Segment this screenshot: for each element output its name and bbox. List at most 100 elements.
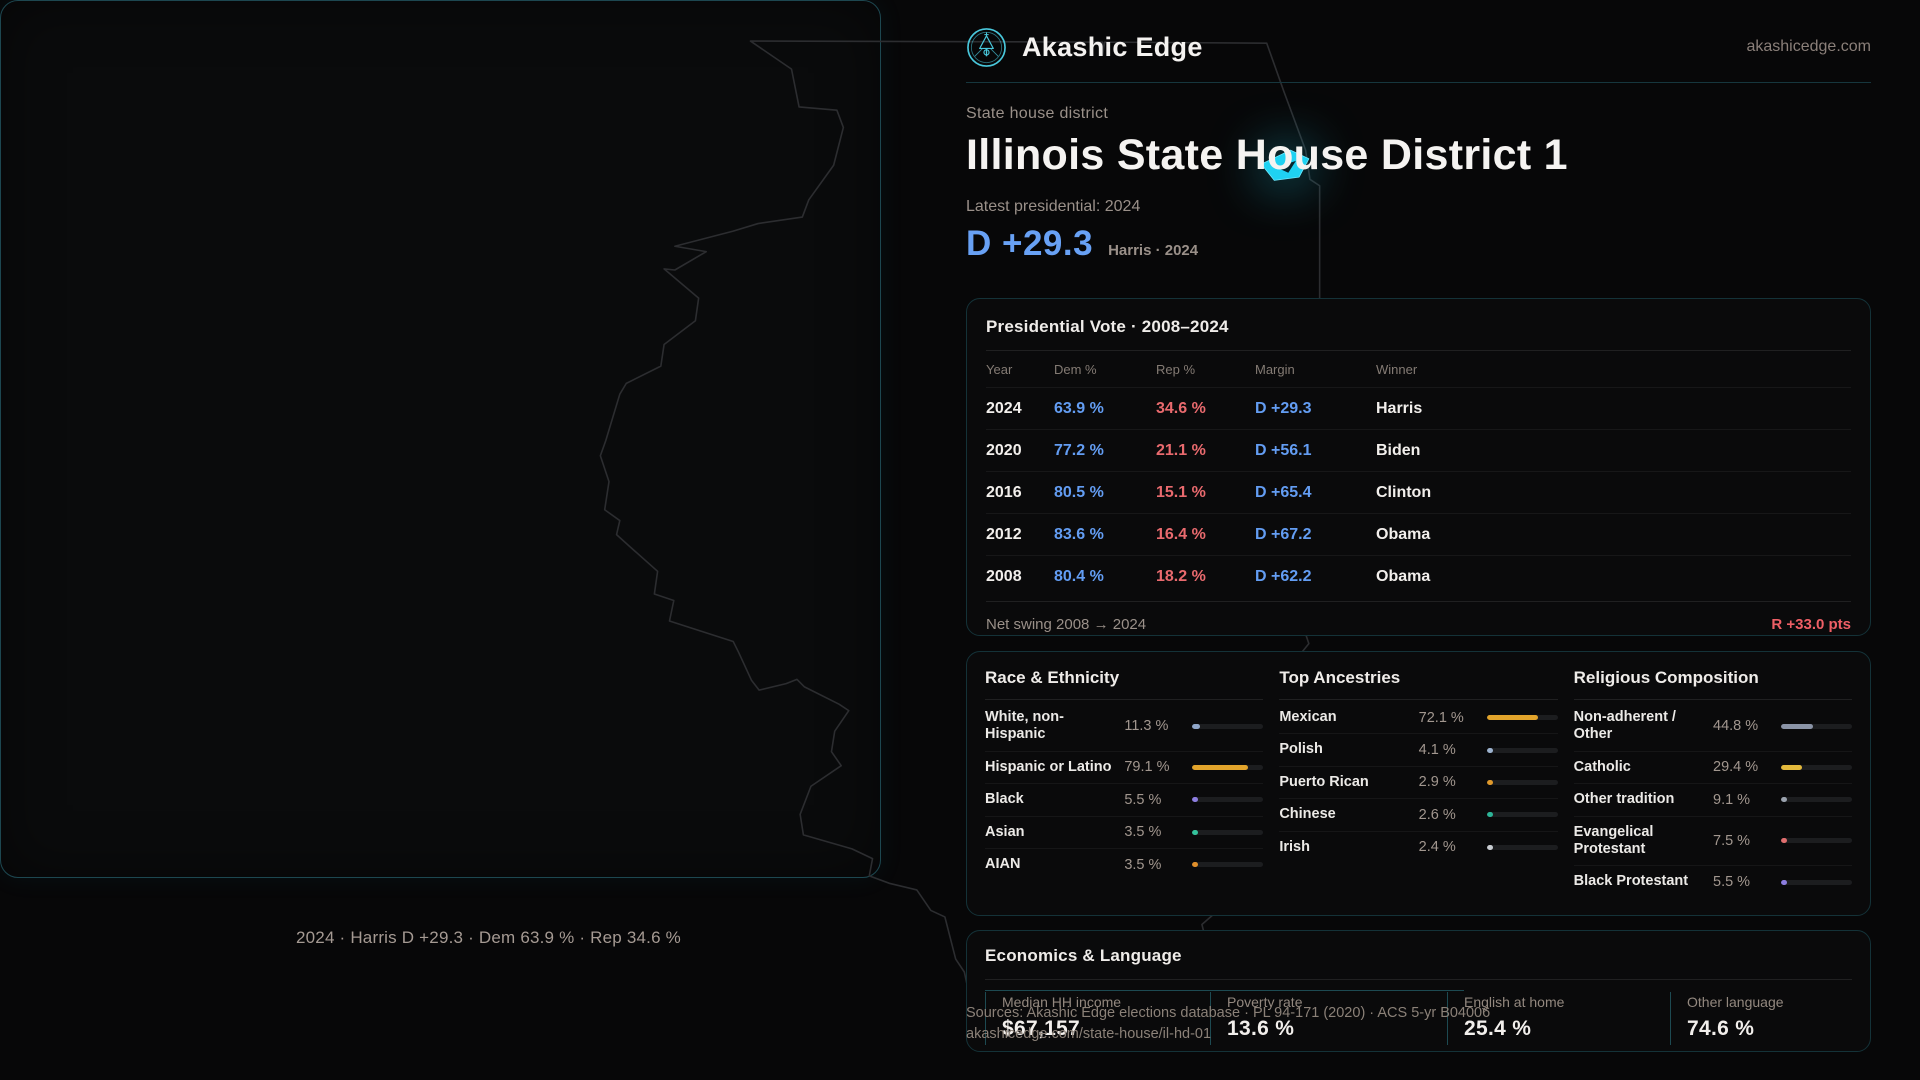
economics-title: Economics & Language	[985, 946, 1182, 965]
cell-year: 2008	[986, 567, 1022, 585]
table-body: 2024 63.9 % 34.6 % D +29.3 Harris 2020 7…	[986, 388, 1851, 597]
demographic-row: Hispanic or Latino 79.1 %	[985, 752, 1264, 785]
table-row: 2020 77.2 % 21.1 % D +56.1 Biden	[986, 430, 1851, 472]
demographic-row: Mexican 72.1 %	[1279, 702, 1558, 735]
table-row: 2024 63.9 % 34.6 % D +29.3 Harris	[986, 388, 1851, 430]
map-caption: 2024 · Harris D +29.3 · Dem 63.9 % · Rep…	[296, 928, 681, 947]
demographic-label: Puerto Rican	[1279, 773, 1369, 790]
demographic-label: Asian	[985, 823, 1025, 840]
demographic-bar	[1192, 829, 1264, 835]
stat-cell: Poverty rate 13.6 %	[1210, 992, 1447, 1045]
demographic-label: Other tradition	[1573, 791, 1675, 808]
demographic-bar	[1192, 797, 1264, 803]
net-swing-label: Net swing 2008 → 2024	[986, 616, 1147, 633]
ancestries-title: Top Ancestries	[1279, 668, 1401, 687]
cell-year: 2020	[986, 441, 1022, 459]
table-row: 2016 80.5 % 15.1 % D +65.4 Clinton	[986, 472, 1851, 514]
cell-winner: Harris	[1376, 399, 1423, 417]
cell-dem-pct: 83.6 %	[1054, 525, 1104, 543]
headline-margin: D +29.3 Harris · 2024	[966, 224, 1871, 264]
divider	[986, 350, 1851, 351]
brand-logo-icon	[967, 27, 1006, 67]
cell-dem-pct: 63.9 %	[1054, 399, 1104, 417]
religion-list: Non-adherent / Other 44.8 % Catholic 29.…	[1573, 702, 1852, 898]
page-title: Illinois State House District 1	[966, 131, 1568, 179]
table-header: Year Dem % Rep % Margin Winner	[986, 351, 1851, 388]
stat-label: Poverty rate	[1227, 994, 1303, 1010]
demographic-row: Irish 2.4 %	[1279, 832, 1558, 863]
right-column: Akashic Edge akashicedge.com State house…	[966, 24, 1871, 264]
demographic-value: 2.6 %	[1418, 806, 1456, 823]
brand-domain-link[interactable]: akashicedge.com	[1746, 38, 1871, 55]
district-1-highlight[interactable]	[1261, 150, 1309, 180]
presidential-vote-title: Presidential Vote · 2008–2024	[986, 317, 1229, 336]
demographic-value: 72.1 %	[1418, 709, 1464, 726]
divider	[985, 979, 1852, 980]
demographic-label: Hispanic or Latino	[985, 758, 1112, 775]
permalink: akashicedge.com/state-house/il-hd-01	[966, 1026, 1212, 1042]
demographic-label: White, non-Hispanic	[985, 709, 1064, 743]
demographic-value: 7.5 %	[1713, 832, 1751, 849]
demographic-row: Catholic 29.4 %	[1573, 752, 1852, 785]
race-ethnicity-list: White, non-Hispanic 11.3 % Hispanic or L…	[985, 702, 1264, 880]
cell-winner: Obama	[1376, 525, 1431, 543]
margin-value: D +29.3	[966, 224, 1094, 263]
demographic-value: 11.3 %	[1124, 718, 1169, 735]
header-divider	[966, 82, 1871, 83]
col-winner: Winner	[1376, 361, 1418, 377]
cell-winner: Biden	[1376, 441, 1421, 459]
demographic-row: Polish 4.1 %	[1279, 734, 1558, 767]
demographic-bar	[1781, 879, 1852, 885]
demographic-label: Irish	[1279, 838, 1310, 855]
demographic-label: Chinese	[1279, 806, 1336, 823]
brand-header: Akashic Edge akashicedge.com	[966, 24, 1871, 70]
demographic-label: Black	[985, 791, 1024, 808]
cell-margin: D +29.3	[1255, 399, 1312, 417]
demographic-bar	[1781, 723, 1852, 729]
race-ethnicity-panel: Race & Ethnicity White, non-Hispanic 11.…	[985, 668, 1264, 899]
demographic-label: Catholic	[1573, 758, 1631, 775]
margin-caption: Harris · 2024	[1108, 242, 1199, 259]
race-ethnicity-title: Race & Ethnicity	[985, 668, 1120, 687]
cell-rep-pct: 15.1 %	[1156, 483, 1206, 501]
net-swing-value: R +33.0 pts	[1771, 616, 1851, 633]
col-margin: Margin	[1255, 361, 1295, 377]
table-row: 2012 83.6 % 16.4 % D +67.2 Obama	[986, 514, 1851, 556]
cell-margin: D +65.4	[1255, 483, 1312, 501]
col-dem: Dem %	[1054, 361, 1097, 377]
stats-topline	[985, 990, 1464, 991]
demographic-row: Asian 3.5 %	[985, 817, 1264, 849]
cell-rep-pct: 34.6 %	[1156, 399, 1206, 417]
demographic-bar	[1486, 747, 1558, 753]
stat-label: Median HH income	[1002, 994, 1122, 1010]
stat-value: $67,157	[1002, 1017, 1081, 1040]
cell-margin: D +67.2	[1255, 525, 1312, 543]
demographic-bar	[1192, 862, 1264, 868]
demographic-bar	[1486, 844, 1558, 850]
demographic-row: AIAN 3.5 %	[985, 849, 1264, 880]
stat-value: 13.6 %	[1227, 1017, 1295, 1040]
demographic-bar	[1486, 812, 1558, 818]
demographic-value: 9.1 %	[1713, 791, 1751, 808]
col-rep: Rep %	[1156, 361, 1196, 377]
cell-dem-pct: 77.2 %	[1054, 441, 1104, 459]
stat-label: Other language	[1687, 994, 1784, 1010]
demographic-value: 3.5 %	[1124, 824, 1162, 841]
stat-cell: Other language 74.6 %	[1670, 992, 1852, 1045]
demographic-label: Non-adherent / Other	[1573, 709, 1676, 743]
sources-line: Sources: Akashic Edge elections database…	[966, 1005, 1491, 1021]
brand-name: Akashic Edge	[1022, 31, 1203, 62]
cell-year: 2012	[986, 525, 1022, 543]
religion-title: Religious Composition	[1573, 668, 1759, 687]
stat-label: English at home	[1464, 994, 1565, 1010]
cell-margin: D +62.2	[1255, 567, 1312, 585]
demographic-row: Non-adherent / Other 44.8 %	[1573, 702, 1852, 752]
state-map-panel	[0, 0, 881, 878]
demographic-label: Evangelical Protestant	[1573, 823, 1654, 857]
cell-winner: Obama	[1376, 567, 1431, 585]
demographic-row: Evangelical Protestant 7.5 %	[1573, 817, 1852, 867]
demographic-value: 4.1 %	[1418, 742, 1456, 759]
demographic-bar	[1781, 764, 1852, 770]
demographic-row: Black 5.5 %	[985, 784, 1264, 817]
net-swing-row: Net swing 2008 → 2024 R +33.0 pts	[986, 601, 1851, 633]
